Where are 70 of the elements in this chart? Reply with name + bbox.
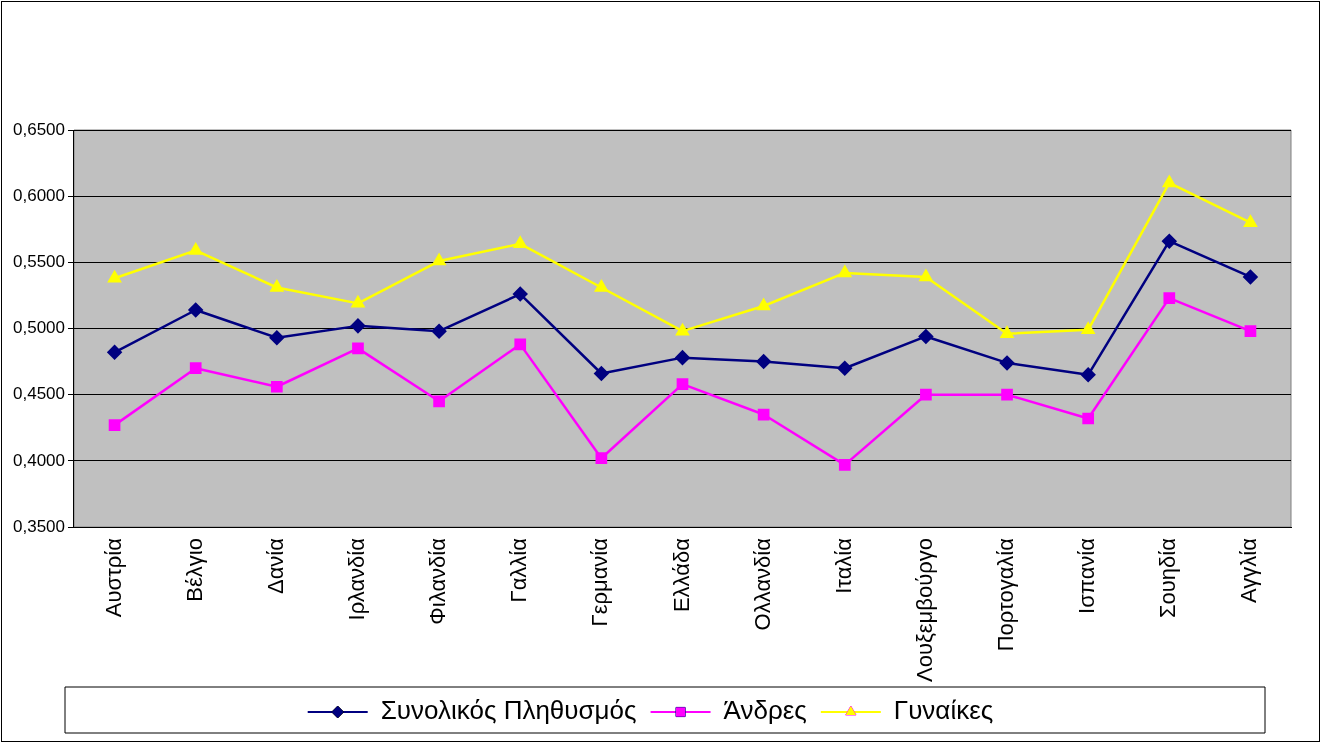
point — [514, 338, 527, 351]
x-tick-label: Αυστρία — [100, 537, 126, 618]
point — [920, 388, 932, 401]
y-tick-label: 0,3500 — [13, 516, 65, 536]
point — [352, 342, 364, 355]
point — [1080, 367, 1096, 383]
y-tick-label: 0,5000 — [13, 318, 65, 338]
x-tick-label: Δανία — [262, 537, 288, 595]
point — [595, 452, 608, 465]
x-tick-label: Φιλανδία — [425, 537, 451, 625]
point — [350, 318, 366, 334]
point — [1162, 233, 1177, 249]
point — [1000, 326, 1014, 339]
point — [188, 302, 203, 318]
point — [675, 350, 690, 365]
point — [512, 286, 528, 302]
point — [431, 323, 447, 339]
point — [433, 395, 445, 408]
point — [1082, 412, 1095, 425]
x-tick-label: Ιταλία — [830, 537, 856, 594]
point — [1163, 292, 1176, 304]
point — [513, 236, 527, 249]
point — [757, 408, 770, 421]
point — [108, 270, 122, 283]
x-tick-label: Γερμανία — [587, 537, 613, 627]
point — [919, 269, 933, 282]
point — [999, 355, 1015, 371]
point — [594, 280, 608, 292]
point — [1081, 322, 1095, 335]
point — [269, 330, 285, 346]
point — [676, 323, 689, 336]
legend-label: Άνδρες — [723, 695, 807, 726]
x-tick-label: Βέλγιο — [181, 538, 207, 602]
x-tick-label: Σουηδία — [1155, 537, 1181, 618]
x-tick-label: Αγγλία — [1236, 537, 1262, 603]
point — [918, 329, 934, 344]
y-tick-label: 0,6000 — [13, 185, 65, 205]
point — [270, 280, 284, 292]
point — [351, 296, 365, 308]
point — [108, 419, 121, 431]
x-tick-label: Ισπανία — [1074, 537, 1100, 614]
point — [1162, 175, 1176, 188]
y-tick-label: 0,4000 — [13, 450, 65, 470]
point — [1243, 215, 1257, 227]
point — [756, 354, 771, 369]
point — [838, 265, 852, 278]
point — [1243, 269, 1258, 285]
point — [189, 362, 202, 375]
point — [189, 243, 203, 255]
x-tick-label: Πορτογαλία — [993, 537, 1019, 652]
x-tick-label: Λουξεμβούργο — [911, 538, 937, 682]
point — [594, 366, 609, 381]
x-tick-label: Ιρλανδία — [344, 537, 370, 621]
x-tick-label: Ολλανδία — [749, 537, 775, 631]
point — [757, 298, 771, 311]
legend-label: Συνολικός Πληθυσμός — [380, 695, 637, 726]
x-tick-label: Γαλλία — [506, 537, 532, 603]
point — [432, 253, 446, 266]
point — [676, 378, 689, 390]
y-tick-label: 0,5500 — [13, 252, 65, 272]
point — [270, 380, 283, 393]
y-tick-label: 0,6500 — [13, 119, 65, 139]
point — [1001, 388, 1013, 401]
y-tick-label: 0,4500 — [13, 384, 65, 404]
legend-label: Γυναίκες — [893, 695, 994, 726]
point — [1244, 325, 1257, 338]
point — [107, 345, 122, 360]
point — [837, 360, 853, 376]
point — [838, 458, 851, 471]
x-tick-label: Ελλάδα — [668, 537, 694, 613]
